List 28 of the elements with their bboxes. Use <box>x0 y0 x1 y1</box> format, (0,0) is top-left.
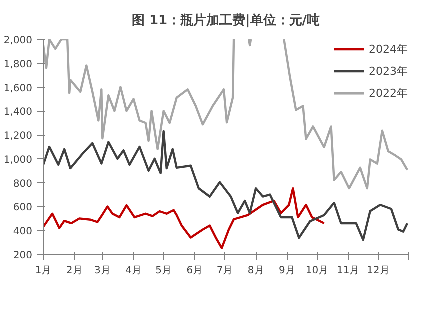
x-tick-label: 12月 <box>367 266 390 276</box>
y-tick-label: 600 <box>13 202 33 214</box>
y-tick-label: 200 <box>13 250 33 262</box>
x-tick-label: 3月 <box>94 266 111 276</box>
legend-label: 2023年 <box>369 64 408 78</box>
x-tick-label: 7月 <box>216 266 234 276</box>
legend-label: 2024年 <box>369 42 408 56</box>
x-tick-label: 5月 <box>156 266 172 276</box>
x-tick-label: 4月 <box>126 266 142 276</box>
x-tick-label: 9月 <box>278 266 296 276</box>
y-tick-label: 1,400 <box>4 107 33 118</box>
line-series <box>44 130 408 242</box>
y-tick-label: 1,000 <box>4 154 33 166</box>
chart-title: 图 11：瓶片加工费|单位：元/吨 <box>132 12 320 28</box>
y-tick-label: 1,800 <box>4 59 33 70</box>
line-series <box>44 187 326 250</box>
y-tick-label: 800 <box>13 178 33 190</box>
x-tick-label: 6月 <box>186 266 204 276</box>
x-tick-label: 10月 <box>306 266 329 276</box>
y-tick-label: 2,000 <box>4 36 33 46</box>
x-tick-label: 2月 <box>66 266 83 276</box>
y-tick-label: 1,600 <box>4 83 33 94</box>
x-tick-label: 11月 <box>336 266 360 276</box>
x-tick-label: 8月 <box>248 266 264 276</box>
y-tick-label: 400 <box>13 226 33 238</box>
x-tick-label: 1月 <box>35 266 52 276</box>
y-tick-label: 1,200 <box>4 131 33 142</box>
legend-label: 2022年 <box>369 86 408 100</box>
